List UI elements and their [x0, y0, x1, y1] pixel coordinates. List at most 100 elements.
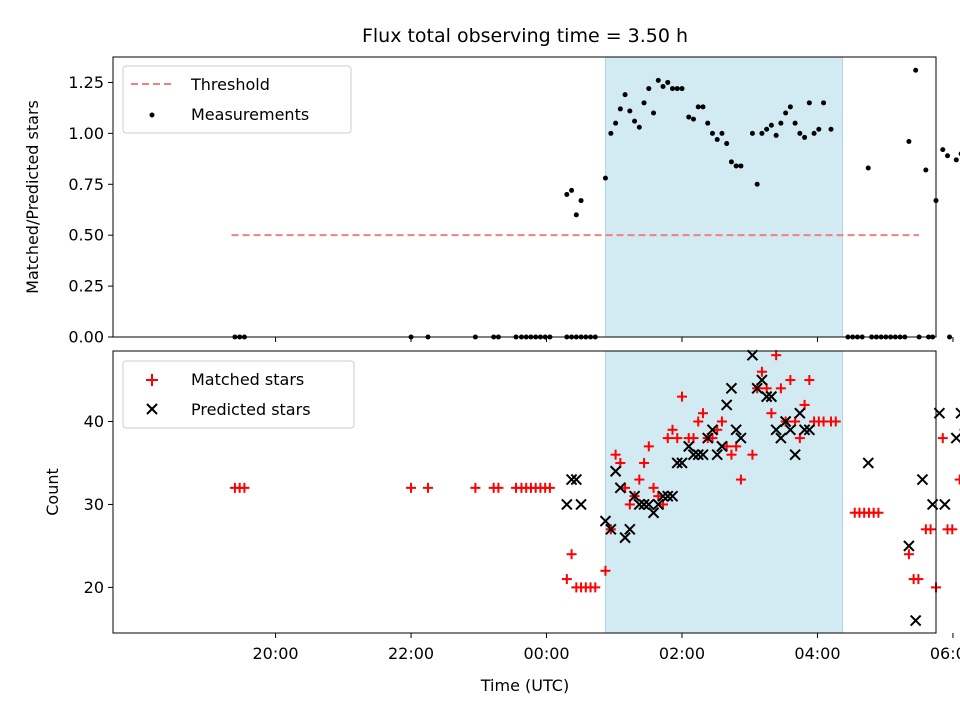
chart-title: Flux total observing time = 3.50 h [362, 25, 688, 47]
measurement-point [759, 130, 765, 136]
predicted-star-point [609, 465, 622, 477]
matched-star-point [639, 457, 650, 468]
matched-star-point [937, 433, 948, 444]
x-tick-label: 20:00 [253, 644, 299, 663]
measurement-point [622, 92, 628, 98]
predicted-star-point [779, 415, 792, 428]
measurement-point [940, 147, 946, 153]
legend-matched-swatch [146, 374, 158, 386]
y-tick-label: 1.00 [68, 124, 104, 143]
predicted-star-point [599, 515, 612, 527]
measurement-point [691, 116, 697, 122]
predicted-star-point [916, 473, 929, 486]
y-tick-label: 20 [84, 578, 104, 597]
measurement-point [764, 126, 770, 132]
matched-star-point [771, 350, 782, 361]
matched-star-point [544, 482, 555, 493]
predicted-star-point [702, 432, 714, 444]
predicted-star-point [676, 457, 688, 469]
predicted-star-point [633, 498, 646, 511]
y-tick-label: 0.50 [68, 226, 104, 245]
predicted-star-point [666, 490, 679, 502]
matched-star-point [775, 383, 786, 394]
matched-star-point [947, 524, 958, 535]
measurement-point [705, 120, 711, 126]
predicted-star-point [671, 457, 683, 469]
measurement-point [828, 126, 834, 132]
measurement-point [797, 130, 803, 136]
ratio-legend: Threshold Measurements [122, 65, 352, 134]
predicted-star-point [730, 424, 742, 436]
predicted-star-point [955, 407, 960, 419]
predicted-star-point [760, 390, 773, 403]
y-tick-label: 0.25 [68, 277, 104, 296]
measurement-point [617, 106, 623, 112]
y-tick-label: 0.75 [68, 175, 104, 194]
y-tick-label: 30 [84, 495, 104, 514]
predicted-star-point [716, 440, 728, 453]
x-tick-label: 22:00 [388, 644, 434, 663]
legend-threshold-label: Threshold [190, 75, 270, 94]
measurement-point [865, 165, 871, 171]
measurement-point [913, 67, 919, 73]
legend-matched-label: Matched stars [191, 370, 304, 389]
matched-star-point [662, 433, 673, 444]
measurement-point [573, 212, 579, 218]
matched-star-point [493, 482, 504, 493]
predicted-star-point [751, 382, 763, 395]
predicted-star-point [756, 374, 768, 386]
measurement-point [641, 100, 647, 106]
matched-star-point [643, 441, 654, 452]
legend-measurements-label: Measurements [191, 105, 309, 124]
measurement-point [802, 134, 808, 140]
measurement-point [906, 139, 912, 145]
measurement-point [686, 114, 692, 120]
measurement-point [733, 163, 739, 169]
predicted-star-point [605, 523, 617, 536]
matched-star-point [756, 366, 767, 377]
ratio-panel-frame [112, 56, 937, 338]
predicted-star-point [909, 614, 922, 627]
matched-star-point [648, 482, 659, 493]
measurement-point [632, 118, 638, 124]
matched-star-point [804, 375, 815, 386]
measurement-point [719, 130, 725, 136]
predicted-star-point [683, 440, 695, 453]
measurement-point [738, 163, 744, 169]
predicted-star-point [862, 457, 874, 469]
matched-star-point [676, 391, 687, 402]
legend-predicted-swatch [146, 403, 158, 415]
matched-star-point [785, 375, 796, 386]
matched-star-point [716, 416, 727, 427]
measurement-point [695, 104, 701, 110]
matched-star-point [239, 482, 250, 493]
matched-star-point [590, 582, 601, 593]
predicted-star-point [789, 448, 801, 461]
observing-window-band [604, 350, 844, 634]
measurement-point [953, 157, 959, 163]
matched-star-point [925, 524, 936, 535]
measurement-point [792, 120, 798, 126]
predicted-star-point [798, 424, 811, 436]
measurement-point [768, 122, 774, 128]
measurement-point [700, 104, 706, 110]
observing-window-band [604, 56, 844, 338]
predicted-star-point [570, 473, 583, 486]
matched-star-point [913, 574, 924, 585]
x-tick-label: 00:00 [523, 644, 569, 663]
matched-star-point [566, 549, 577, 560]
matched-star-point [747, 449, 758, 460]
measurement-point [670, 86, 676, 92]
matched-star-point [422, 482, 433, 493]
count-legend-box [122, 360, 355, 429]
measurement-point [608, 130, 614, 136]
predicted-star-point [735, 432, 747, 444]
predicted-star-point [662, 490, 674, 502]
measurement-point [646, 86, 652, 92]
measurement-point [674, 86, 680, 92]
predicted-star-point [561, 498, 573, 511]
measurement-point [660, 84, 666, 90]
x-tick-label: 02:00 [659, 644, 705, 663]
predicted-star-point [770, 424, 782, 436]
